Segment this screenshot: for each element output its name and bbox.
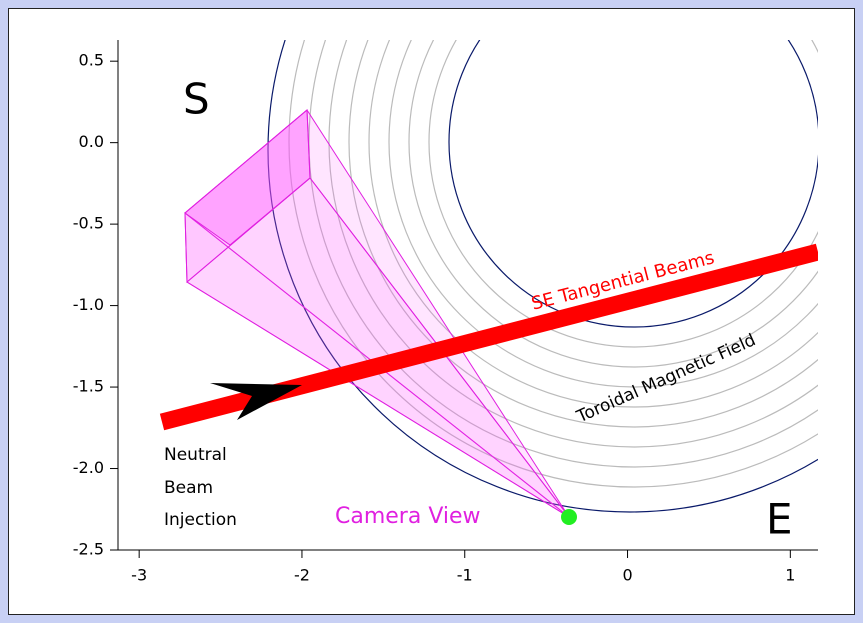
y-tick-label: 0.5 [79,51,104,70]
y-tick-label: 0.0 [79,132,104,151]
injection-label: Beam [164,478,213,498]
x-tick-label: -3 [131,566,147,585]
x-tick-label: 1 [785,566,795,585]
injection-label: Neutral [164,445,227,465]
y-tick-label: -2.5 [73,540,104,559]
y-tick-label: -1.0 [73,295,104,314]
y-tick-label: -2.0 [73,458,104,477]
injection-label: Injection [164,510,237,530]
x-tick-label: 0 [622,566,632,585]
camera-frustum [185,110,569,517]
y-tick-label: -1.5 [73,377,104,396]
chart: S E SE Tangential Beams Toroidal Magneti… [0,0,863,623]
y-tick-label: -0.5 [73,214,104,233]
x-tick-label: -2 [294,566,310,585]
camera [561,509,577,525]
east-label: E [766,495,793,544]
camera-label: Camera View [335,504,481,529]
south-label: S [183,75,210,124]
x-tick-label: -1 [457,566,473,585]
